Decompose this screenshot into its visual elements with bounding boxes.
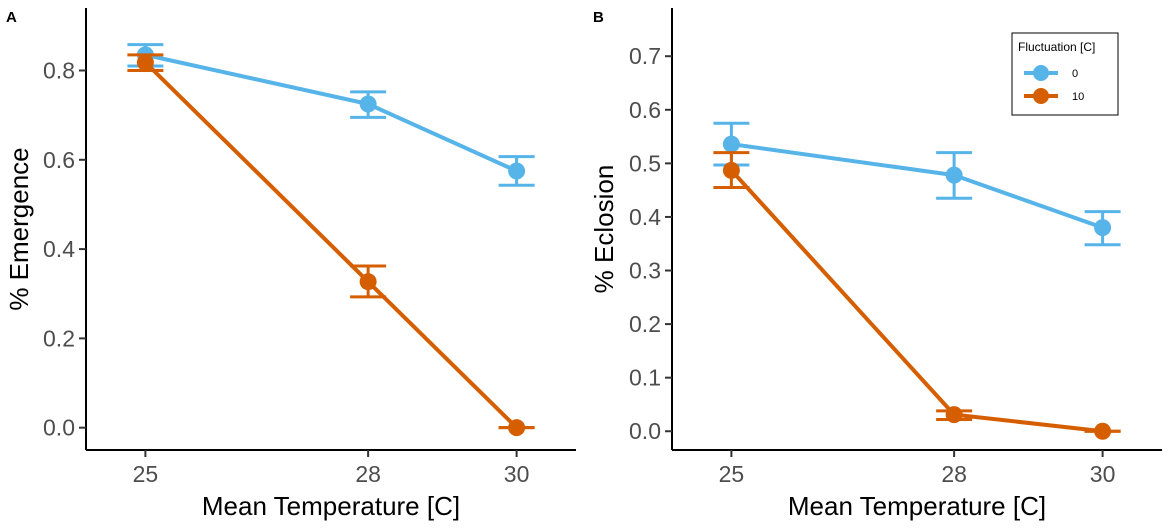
legend-key-point xyxy=(1033,65,1049,81)
x-tick-label: 25 xyxy=(133,461,159,487)
data-point xyxy=(508,419,526,437)
data-point xyxy=(722,161,740,179)
panel-label: B xyxy=(593,9,604,26)
x-tick-label: 28 xyxy=(941,461,967,487)
data-point xyxy=(945,166,963,184)
y-tick-label: 0.0 xyxy=(43,415,75,441)
x-axis-title: Mean Temperature [C] xyxy=(788,491,1046,521)
y-axis-title: % Emergence xyxy=(4,147,34,310)
data-point xyxy=(722,135,740,153)
data-point xyxy=(359,273,377,291)
x-tick-label: 30 xyxy=(504,461,530,487)
panel-a-emergence: A 0.0 0.2 0.4 0.6 0.8 25 28 30 Mean Temperature [… xyxy=(4,8,576,521)
data-point xyxy=(508,162,526,180)
y-tick-label: 0.6 xyxy=(43,147,75,173)
y-axis-title: % Eclosion xyxy=(589,165,619,294)
series-0 xyxy=(713,121,1121,247)
data-point xyxy=(1094,219,1112,237)
panel-label: A xyxy=(6,9,17,26)
y-tick-label: 0.2 xyxy=(629,311,661,337)
x-axis-title: Mean Temperature [C] xyxy=(202,491,460,521)
data-point xyxy=(359,95,377,113)
y-tick-label: 0.5 xyxy=(629,150,661,176)
y-tick-label: 0.0 xyxy=(629,418,661,444)
data-point xyxy=(945,406,963,424)
series-0 xyxy=(127,43,535,187)
panel-b-eclosion: B 0.0 0.1 0.2 0.3 0.4 0.5 0.6 0.7 25 28 30 Mean Temp… xyxy=(589,8,1162,521)
series-line xyxy=(731,142,1104,230)
data-point xyxy=(1094,422,1112,440)
series-10 xyxy=(127,53,535,437)
y-tick-label: 0.3 xyxy=(629,258,661,284)
x-tick-label: 25 xyxy=(719,461,745,487)
series-line xyxy=(143,61,519,430)
x-tick-label: 28 xyxy=(355,461,381,487)
data-point xyxy=(136,53,154,71)
y-tick-label: 0.8 xyxy=(43,58,75,84)
y-tick-label: 0.4 xyxy=(43,236,75,262)
y-tick-label: 0.6 xyxy=(629,97,661,123)
y-tick-label: 0.1 xyxy=(629,365,661,391)
y-tick-label: 0.2 xyxy=(43,325,75,351)
legend-title: Fluctuation [C] xyxy=(1018,40,1095,54)
series-line xyxy=(144,52,518,173)
series-10 xyxy=(713,151,1121,440)
legend: Fluctuation [C] 0 10 xyxy=(1011,32,1119,116)
legend-label: 10 xyxy=(1072,91,1084,103)
legend-label: 0 xyxy=(1072,68,1078,80)
legend-key-point xyxy=(1033,88,1049,104)
x-tick-label: 30 xyxy=(1090,461,1116,487)
y-tick-label: 0.4 xyxy=(629,204,661,230)
y-tick-label: 0.7 xyxy=(629,43,661,69)
